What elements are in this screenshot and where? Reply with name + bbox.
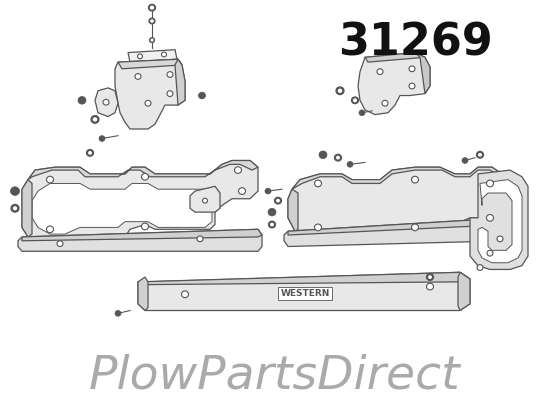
Circle shape <box>141 223 148 230</box>
Circle shape <box>277 199 279 202</box>
Circle shape <box>47 176 53 183</box>
Polygon shape <box>470 170 528 269</box>
Circle shape <box>47 226 53 232</box>
Polygon shape <box>138 272 470 285</box>
Circle shape <box>274 197 282 204</box>
Circle shape <box>138 54 142 59</box>
Circle shape <box>409 83 415 89</box>
Polygon shape <box>138 272 470 311</box>
Polygon shape <box>458 272 470 311</box>
Circle shape <box>382 100 388 106</box>
Circle shape <box>103 99 109 105</box>
Circle shape <box>319 151 327 159</box>
Polygon shape <box>415 53 430 94</box>
Circle shape <box>148 4 156 11</box>
Circle shape <box>182 291 189 298</box>
Circle shape <box>239 188 245 194</box>
Circle shape <box>411 224 419 231</box>
Circle shape <box>167 91 173 96</box>
Circle shape <box>426 274 433 280</box>
Polygon shape <box>22 160 258 244</box>
Circle shape <box>359 110 365 115</box>
Polygon shape <box>288 218 512 235</box>
Circle shape <box>86 149 94 156</box>
Circle shape <box>477 264 483 271</box>
Circle shape <box>347 162 353 167</box>
Circle shape <box>149 18 155 24</box>
Polygon shape <box>138 277 148 311</box>
Circle shape <box>265 188 271 194</box>
Circle shape <box>199 92 206 99</box>
Circle shape <box>11 205 19 212</box>
Circle shape <box>151 20 153 22</box>
Circle shape <box>497 236 503 242</box>
Polygon shape <box>32 183 212 234</box>
Polygon shape <box>288 167 508 241</box>
Polygon shape <box>478 180 522 263</box>
Circle shape <box>14 207 16 210</box>
Circle shape <box>354 99 356 102</box>
Circle shape <box>428 276 431 278</box>
Circle shape <box>409 66 415 72</box>
Circle shape <box>234 167 241 173</box>
Polygon shape <box>190 186 220 212</box>
Polygon shape <box>115 59 185 129</box>
Circle shape <box>411 176 419 183</box>
Circle shape <box>150 38 155 43</box>
Text: PlowPartsDirect: PlowPartsDirect <box>89 354 461 399</box>
Polygon shape <box>288 189 298 231</box>
Circle shape <box>478 153 481 156</box>
Circle shape <box>337 156 339 159</box>
Circle shape <box>487 215 493 221</box>
Circle shape <box>99 136 105 141</box>
Polygon shape <box>22 180 32 237</box>
Polygon shape <box>18 229 262 251</box>
Circle shape <box>141 173 148 180</box>
Circle shape <box>145 100 151 106</box>
Polygon shape <box>22 229 262 241</box>
Text: 31269: 31269 <box>338 21 492 64</box>
Circle shape <box>89 151 91 154</box>
Circle shape <box>315 224 322 231</box>
Circle shape <box>167 72 173 77</box>
Circle shape <box>426 283 433 290</box>
Circle shape <box>476 151 483 158</box>
Circle shape <box>338 89 342 92</box>
Circle shape <box>57 241 63 247</box>
Polygon shape <box>28 160 258 180</box>
Circle shape <box>151 6 153 9</box>
Circle shape <box>115 311 121 316</box>
Circle shape <box>268 221 276 228</box>
Circle shape <box>268 208 276 216</box>
Polygon shape <box>284 218 512 247</box>
Circle shape <box>135 74 141 79</box>
Circle shape <box>487 250 493 256</box>
Polygon shape <box>95 88 118 117</box>
Polygon shape <box>292 167 502 189</box>
Polygon shape <box>175 59 185 105</box>
Circle shape <box>202 198 207 203</box>
Circle shape <box>315 180 322 187</box>
Circle shape <box>271 223 273 226</box>
Circle shape <box>78 96 86 104</box>
Polygon shape <box>118 59 182 69</box>
Circle shape <box>334 154 342 161</box>
Circle shape <box>91 115 99 123</box>
Circle shape <box>336 87 344 95</box>
Polygon shape <box>128 50 177 62</box>
Circle shape <box>10 187 19 195</box>
Circle shape <box>487 180 493 187</box>
Polygon shape <box>365 53 425 62</box>
Circle shape <box>162 52 167 57</box>
Circle shape <box>151 39 153 41</box>
Circle shape <box>377 69 383 75</box>
Circle shape <box>94 118 97 121</box>
Circle shape <box>351 97 359 104</box>
Text: WESTERN: WESTERN <box>280 289 329 298</box>
Polygon shape <box>358 53 430 115</box>
Circle shape <box>462 158 468 163</box>
Circle shape <box>197 236 203 242</box>
